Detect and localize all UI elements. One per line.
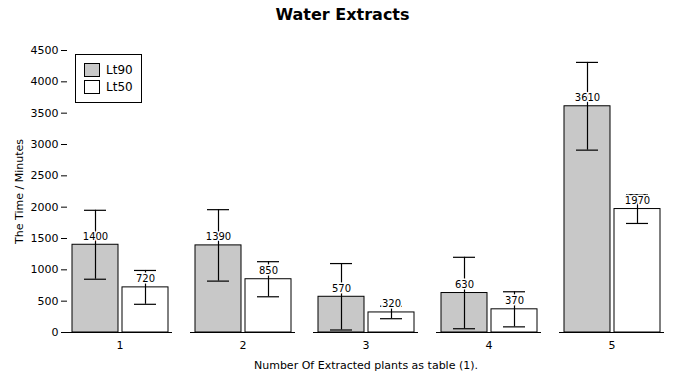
svg-text:1000: 1000 bbox=[31, 263, 59, 276]
svg-text:5: 5 bbox=[609, 339, 616, 352]
svg-text:1500: 1500 bbox=[31, 232, 59, 245]
html-text:Lt90: Lt90 bbox=[106, 63, 133, 77]
svg-text:2: 2 bbox=[240, 339, 247, 352]
svg-text:4500: 4500 bbox=[31, 44, 59, 57]
svg-text:3: 3 bbox=[363, 339, 370, 352]
svg-text:720: 720 bbox=[136, 273, 155, 284]
svg-text:1390: 1390 bbox=[206, 231, 231, 242]
svg-text:1: 1 bbox=[117, 339, 124, 352]
svg-text:850: 850 bbox=[259, 265, 278, 276]
html-text:Lt50: Lt50 bbox=[106, 80, 133, 94]
svg-text:630: 630 bbox=[455, 279, 474, 290]
svg-text:3610: 3610 bbox=[575, 92, 600, 103]
svg-text:1970: 1970 bbox=[625, 195, 650, 206]
svg-text:4: 4 bbox=[486, 339, 493, 352]
svg-text:500: 500 bbox=[38, 295, 59, 308]
svg-text:2000: 2000 bbox=[31, 201, 59, 214]
svg-text:4000: 4000 bbox=[31, 75, 59, 88]
svg-text:1400: 1400 bbox=[83, 231, 108, 242]
svg-text:The Time / Minutes: The Time / Minutes bbox=[13, 139, 26, 245]
html-text:Water Extracts: Water Extracts bbox=[275, 5, 410, 24]
svg-text:3000: 3000 bbox=[31, 138, 59, 151]
svg-text:3500: 3500 bbox=[31, 107, 59, 120]
svg-text:Number Of Extracted plants as: Number Of Extracted plants as table (1). bbox=[254, 359, 478, 372]
svg-text:370: 370 bbox=[505, 295, 524, 306]
svg-text:320: 320 bbox=[382, 298, 401, 309]
svg-text:0: 0 bbox=[52, 326, 59, 339]
svg-text:570: 570 bbox=[332, 283, 351, 294]
svg-text:2500: 2500 bbox=[31, 169, 59, 182]
